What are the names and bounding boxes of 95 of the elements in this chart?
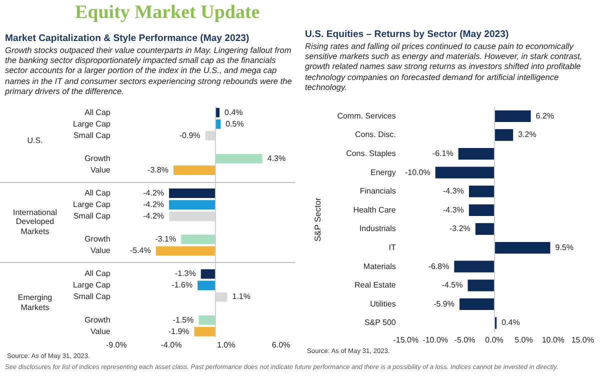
y-tick-label: Growth (84, 234, 110, 244)
y-tick-label: Financials (360, 186, 396, 196)
y-tick-label: All Cap (84, 188, 111, 198)
bar (194, 326, 216, 336)
y-tick-label: All Cap (84, 269, 111, 278)
bar (173, 166, 216, 175)
data-label: -4.2% (143, 200, 164, 210)
x-tick-label: 10.0% (542, 335, 565, 344)
data-label: -10.0% (404, 168, 430, 177)
y-tick-label: Cons. Staples (346, 149, 396, 158)
bar (458, 148, 494, 160)
data-label: 0.4% (502, 318, 520, 328)
y-tick-label: S&P 500 (364, 318, 396, 328)
y-tick-label: Real Estate (354, 280, 396, 290)
data-label: -4.3% (443, 205, 464, 214)
x-tick-label: -10.0% (422, 335, 448, 344)
text: Emerging Markets (16, 293, 54, 312)
y-tick-label: Energy (370, 168, 396, 177)
y-tick-label: Small Cap (73, 212, 111, 221)
bar (460, 298, 494, 310)
y-tick-label: Value (90, 246, 111, 256)
bar (169, 188, 216, 198)
data-label: -4.5% (442, 280, 463, 290)
x-tick-label: 6.0% (272, 340, 290, 350)
data-label: -6.1% (432, 149, 454, 158)
bar (468, 280, 494, 292)
y-tick-label: Large Cap (73, 280, 111, 290)
y-tick-label: Materials (363, 262, 396, 271)
data-label: 9.5% (555, 243, 574, 252)
bar (468, 186, 494, 198)
y-tick-label: Small Cap (73, 292, 111, 302)
bar (494, 110, 531, 122)
data-label: -1.6% (172, 280, 193, 290)
data-label: -0.9% (179, 130, 200, 140)
x-tick-label: -4.0% (160, 340, 182, 350)
text: Equity Market Update (75, 2, 260, 24)
y-tick-label: Small Cap (73, 130, 111, 140)
x-tick-label: 15.0% (571, 335, 594, 344)
data-label: 0.4% (224, 108, 243, 117)
bar (494, 242, 550, 254)
data-label: 1.1% (232, 292, 250, 302)
bar (454, 260, 494, 272)
y-tick-label: Industrials (359, 224, 396, 234)
bar (169, 200, 216, 210)
bar (494, 129, 514, 141)
bar (200, 269, 216, 279)
x-tick-label: 5.0% (514, 335, 533, 344)
text: International Developed Markets (12, 208, 58, 236)
text: U.S. (26, 136, 44, 146)
y-tick-label: Large Cap (73, 119, 111, 128)
chart-title: U.S. Equities – Returns by Sector (May 2023) (305, 29, 510, 40)
y-tick-label: IT (388, 243, 396, 252)
x-tick-label: 0.0% (485, 335, 504, 344)
data-label: -1.5% (172, 315, 194, 324)
data-label: -3.2% (450, 224, 470, 234)
data-label: -1.9% (168, 326, 190, 336)
data-label: -4.2% (143, 188, 164, 198)
chart-subtitle: Rising rates and falling oil prices continued to cause pain to economically sensitive markets such as energy and materials. However, in stark contrast, growth related names saw strong returns as investors shifted into profitable technology companies on forecasted demand for artificial intelligence technology. (305, 41, 584, 92)
y-tick-label: Health Care (353, 205, 396, 214)
data-label: -4.3% (443, 186, 464, 196)
y-axis-title: S&P Sector (312, 198, 322, 242)
data-label: -1.3% (174, 269, 196, 278)
y-tick-label: Cons. Disc. (354, 130, 396, 140)
y-tick-label: Large Cap (73, 200, 111, 210)
chart-subtitle: Growth stocks outpaced their value counterparts in May. Lingering fallout from the banking sector disproportionately impacted small cap as the financials sector accounts for a larger portion of the index in the U.S., and mega cap names in the IT and consumer sectors experiencing strong rebounds were the primary drivers of the difference. (5, 45, 293, 96)
y-tick-label: Value (90, 165, 111, 174)
y-tick-label: Value (90, 326, 111, 336)
bar (475, 223, 494, 235)
y-tick-label: Growth (84, 315, 110, 324)
data-label: -6.8% (428, 262, 450, 271)
data-label: -3.1% (155, 234, 176, 244)
y-tick-label: Growth (84, 154, 110, 163)
data-label: 4.3% (267, 154, 286, 163)
x-tick-label: -15.0% (393, 335, 419, 344)
data-label: 3.2% (518, 130, 536, 140)
bar (215, 154, 262, 164)
data-label: 0.5% (226, 119, 244, 128)
y-tick-label: Comm. Services (337, 111, 396, 120)
x-tick-label: -9.0% (106, 340, 127, 350)
y-tick-label: Utilities (370, 299, 396, 308)
y-tick-label: All Cap (84, 108, 111, 117)
data-label: -5.9% (434, 299, 454, 308)
bar (198, 315, 216, 325)
bar (198, 280, 216, 290)
data-label: 6.2% (536, 111, 554, 120)
x-tick-label: -5.0% (454, 335, 476, 344)
data-label: -3.8% (148, 165, 168, 174)
bar (435, 166, 494, 178)
bar (468, 204, 494, 216)
data-label: -5.4% (130, 246, 151, 256)
bar (181, 234, 216, 244)
data-label: -4.2% (143, 212, 164, 221)
x-tick-label: 1.0% (217, 340, 236, 350)
chart-title: Market Capitalization & Style Performance (May 2023) (5, 33, 250, 44)
bar (156, 246, 216, 256)
